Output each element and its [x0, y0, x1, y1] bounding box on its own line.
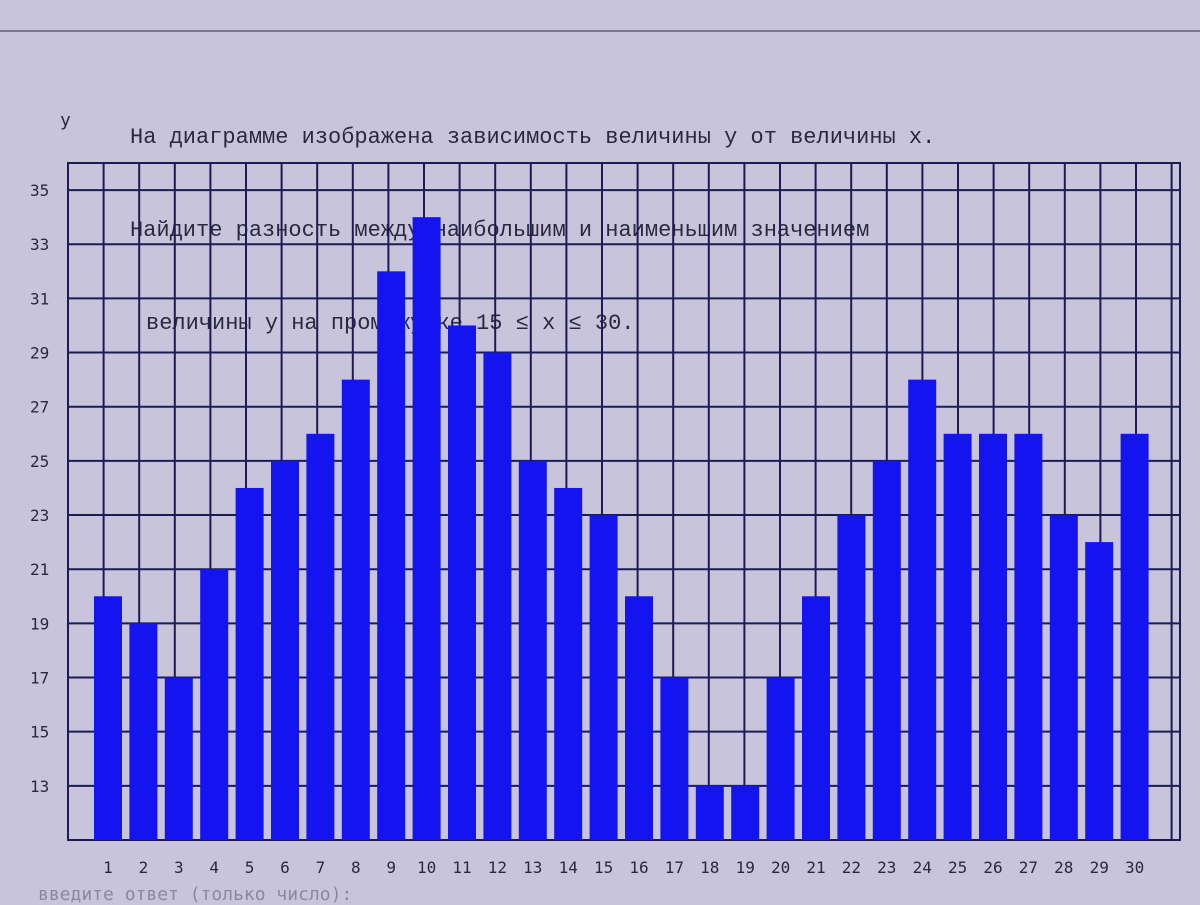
x-tick-label: 28	[1054, 858, 1073, 877]
y-axis-label: y	[60, 110, 71, 131]
x-tick-label: 6	[280, 858, 290, 877]
bar-x-17	[660, 677, 689, 840]
x-tick-label: 20	[771, 858, 790, 877]
bar-x-1	[94, 596, 122, 840]
bar-x-28	[1049, 515, 1078, 840]
y-tick-label: 19	[30, 614, 49, 633]
x-tick-label: 7	[316, 858, 326, 877]
x-tick-label: 29	[1090, 858, 1109, 877]
x-tick-label: 24	[913, 858, 932, 877]
bar-x-16	[625, 596, 653, 840]
bar-x-20	[766, 677, 795, 840]
bar-x-18	[695, 785, 724, 840]
bar-x-8	[341, 379, 370, 840]
x-tick-label: 4	[209, 858, 219, 877]
bar-x-9	[377, 271, 406, 840]
task-line-2: Найдите разность между наибольшим и наим…	[130, 218, 870, 243]
bar-x-13	[518, 460, 547, 840]
bar-x-23	[872, 460, 901, 840]
bar-x-7	[306, 433, 335, 840]
bar-x-10	[412, 217, 441, 840]
x-tick-label: 21	[806, 858, 825, 877]
x-tick-label: 2	[139, 858, 149, 877]
x-tick-label: 19	[736, 858, 755, 877]
y-tick-label: 33	[30, 235, 49, 254]
x-tick-label: 23	[877, 858, 896, 877]
bar-x-5	[235, 487, 264, 840]
bar-x-12	[483, 352, 512, 840]
x-tick-label: 26	[983, 858, 1002, 877]
bar-x-21	[802, 596, 830, 840]
x-tick-label: 12	[488, 858, 507, 877]
x-tick-label: 11	[452, 858, 471, 877]
x-tick-label: 25	[948, 858, 967, 877]
x-tick-label: 5	[245, 858, 255, 877]
bar-x-22	[837, 515, 866, 840]
x-tick-label: 22	[842, 858, 861, 877]
y-tick-label: 23	[30, 506, 49, 525]
x-tick-label: 18	[700, 858, 719, 877]
task-line-1: На диаграмме изображена зависимость вели…	[130, 125, 936, 150]
y-tick-label: 35	[30, 181, 49, 200]
bar-x-27	[1014, 433, 1043, 840]
bar-x-29	[1085, 542, 1114, 840]
bar-x-11	[448, 325, 476, 841]
bar-x-19	[731, 785, 760, 840]
bar-x-15	[589, 515, 618, 840]
bar-x-3	[164, 677, 193, 840]
bar-x-25	[943, 433, 972, 840]
x-tick-label: 27	[1019, 858, 1038, 877]
x-tick-label: 17	[665, 858, 684, 877]
y-tick-label: 17	[30, 669, 49, 688]
bar-x-6	[271, 460, 299, 840]
x-tick-label: 14	[559, 858, 578, 877]
x-tick-label: 30	[1125, 858, 1144, 877]
x-tick-label: 1	[103, 858, 113, 877]
bar-x-26	[979, 433, 1007, 840]
x-tick-label: 15	[594, 858, 613, 877]
bar-x-30	[1120, 433, 1149, 840]
bar-x-2	[129, 623, 158, 840]
window-edge	[0, 30, 1200, 32]
y-tick-label: 25	[30, 452, 49, 471]
answer-prompt: введите ответ (только число):	[38, 884, 353, 905]
x-tick-label: 8	[351, 858, 361, 877]
task-text: На диаграмме изображена зависимость вели…	[130, 60, 935, 370]
y-tick-label: 13	[30, 777, 49, 796]
x-tick-label: 16	[629, 858, 648, 877]
bar-x-14	[554, 487, 583, 840]
x-tick-label: 13	[523, 858, 542, 877]
bar-x-24	[908, 379, 937, 840]
x-tick-label: 3	[174, 858, 184, 877]
y-tick-label: 21	[30, 560, 49, 579]
x-tick-label: 9	[386, 858, 396, 877]
y-tick-label: 29	[30, 344, 49, 363]
y-tick-label: 31	[30, 289, 49, 308]
y-tick-label: 15	[30, 723, 49, 742]
x-tick-label: 10	[417, 858, 436, 877]
plot-frame	[67, 162, 1181, 841]
bar-x-4	[200, 569, 229, 840]
y-tick-label: 27	[30, 398, 49, 417]
